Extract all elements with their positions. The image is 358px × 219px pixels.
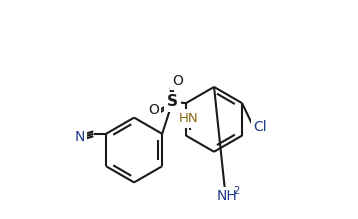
Text: S: S: [167, 94, 178, 109]
Text: O: O: [172, 74, 183, 88]
Text: O: O: [148, 103, 159, 117]
Text: 2: 2: [233, 186, 239, 196]
Text: N: N: [74, 130, 84, 144]
Text: Cl: Cl: [253, 120, 267, 134]
Text: NH: NH: [217, 189, 238, 203]
Text: HN: HN: [179, 112, 199, 125]
